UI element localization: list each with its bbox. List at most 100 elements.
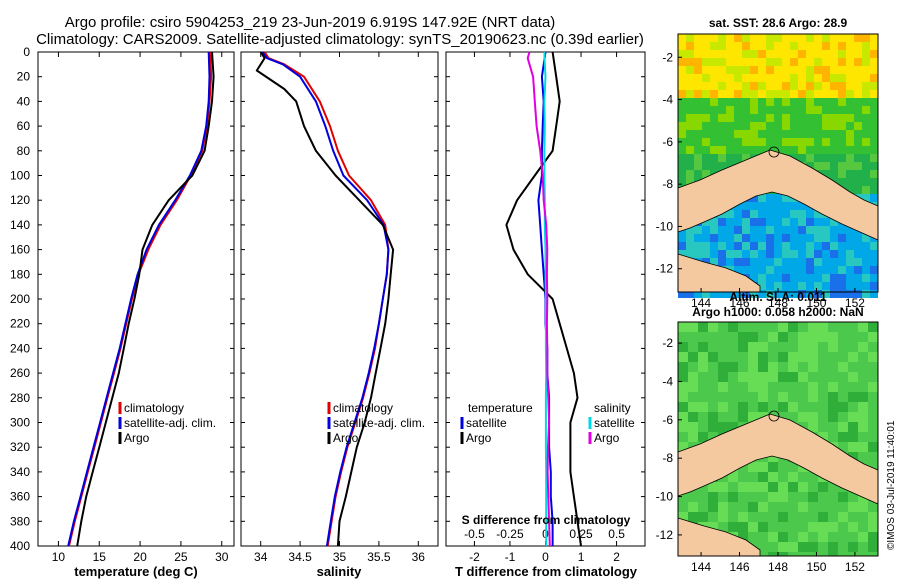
sla-cell (798, 352, 808, 362)
sla-cell (838, 382, 848, 392)
sst-cell (750, 58, 758, 66)
sst-cell (742, 106, 750, 114)
sst-cell (782, 34, 790, 42)
salinity-panel: 34 34.5 35 35.5 36 salinity climatology sate… (240, 51, 439, 579)
sst-cell (726, 34, 734, 42)
sla-cell (798, 382, 808, 392)
sst-cell (782, 114, 790, 122)
series-line-satellite-adj-clim- (67, 51, 211, 547)
sst-cell (742, 82, 750, 90)
sst-cell (782, 66, 790, 74)
sla-cell (758, 352, 768, 362)
sst-cell (774, 82, 782, 90)
sst-cell (782, 250, 790, 258)
sst-cell (814, 34, 822, 42)
sst-cell (862, 234, 870, 242)
sst-cell (838, 242, 846, 250)
sla-cell (678, 432, 688, 442)
sst-cell (822, 66, 830, 74)
sst-cell (798, 226, 806, 234)
sla-cell (718, 332, 728, 342)
sla-cell (768, 402, 778, 412)
x-tick-label: 25 (174, 550, 188, 564)
sst-cell (782, 274, 790, 282)
sst-cell (798, 154, 806, 162)
sst-cell (710, 90, 718, 98)
sst-cell (798, 34, 806, 42)
sst-cell (766, 106, 774, 114)
sla-cell (688, 332, 698, 342)
sla-cell (708, 492, 718, 502)
sst-cell (766, 34, 774, 42)
sla-cell (728, 522, 738, 532)
map-lat-label: -6 (662, 135, 673, 149)
sst-cell (854, 162, 862, 170)
sst-cell (718, 226, 726, 234)
sla-cell (778, 472, 788, 482)
sst-cell (830, 122, 838, 130)
sst-cell (846, 258, 854, 266)
sst-cell (766, 242, 774, 250)
x-tick-label: 20 (133, 550, 147, 564)
sla-cell (728, 482, 738, 492)
sla-cell (708, 482, 718, 492)
sst-cell (790, 258, 798, 266)
x-tick-label: -2 (469, 550, 480, 564)
sst-cell (702, 258, 710, 266)
sla-cell (728, 412, 738, 422)
sst-cell (758, 34, 766, 42)
sla-cell (798, 332, 808, 342)
sst-cell (678, 58, 686, 66)
sst-cell (870, 106, 878, 114)
sla-cell (788, 352, 798, 362)
difference-t-ticks: -2 -1 0 1 2 (446, 51, 645, 564)
sla-cell (768, 492, 778, 502)
sla-cell (718, 492, 728, 502)
sst-cell (726, 210, 734, 218)
sla-cell (808, 532, 818, 542)
sst-cell (870, 98, 878, 106)
sla-cell (698, 512, 708, 522)
sst-cell (830, 266, 838, 274)
sst-cell (718, 258, 726, 266)
sla-cell (868, 442, 878, 452)
sst-cell (710, 258, 718, 266)
sla-cell (828, 392, 838, 402)
sst-cell (678, 130, 686, 138)
sst-cell (766, 114, 774, 122)
difference-panel: -2 -1 0 1 2 -0.5 -0.25 0 0.25 0.5 S difference f… (445, 51, 646, 579)
sla-cell (848, 552, 858, 556)
sst-cell (862, 186, 870, 194)
sla-cell (868, 512, 878, 522)
sst-cell (830, 66, 838, 74)
sla-cell (758, 332, 768, 342)
sla-cell (768, 392, 778, 402)
sst-cell (750, 122, 758, 130)
x-tick-label: -1 (505, 550, 516, 564)
sla-cell (718, 502, 728, 512)
sst-cell (766, 66, 774, 74)
sst-cell (750, 266, 758, 274)
sst-cell (686, 34, 694, 42)
sst-cell (798, 202, 806, 210)
sla-cell (778, 382, 788, 392)
sla-cell (858, 422, 868, 432)
sla-cell (748, 512, 758, 522)
sst-cell (870, 282, 878, 290)
map-lon-label: 150 (806, 560, 826, 574)
sst-cell (822, 138, 830, 146)
sla-cell (868, 462, 878, 472)
sla-cell (758, 402, 768, 412)
sst-cell (814, 210, 822, 218)
x-tick-label: 0 (542, 550, 549, 564)
sst-cell (758, 42, 766, 50)
depth-tick-label: 60 (17, 119, 31, 133)
sst-cell (726, 82, 734, 90)
sst-cell (854, 274, 862, 282)
sst-cell (694, 226, 702, 234)
sst-cell (758, 202, 766, 210)
sst-cell (790, 290, 798, 298)
sst-cell (686, 42, 694, 50)
sla-cell (748, 482, 758, 492)
sst-cell (790, 42, 798, 50)
